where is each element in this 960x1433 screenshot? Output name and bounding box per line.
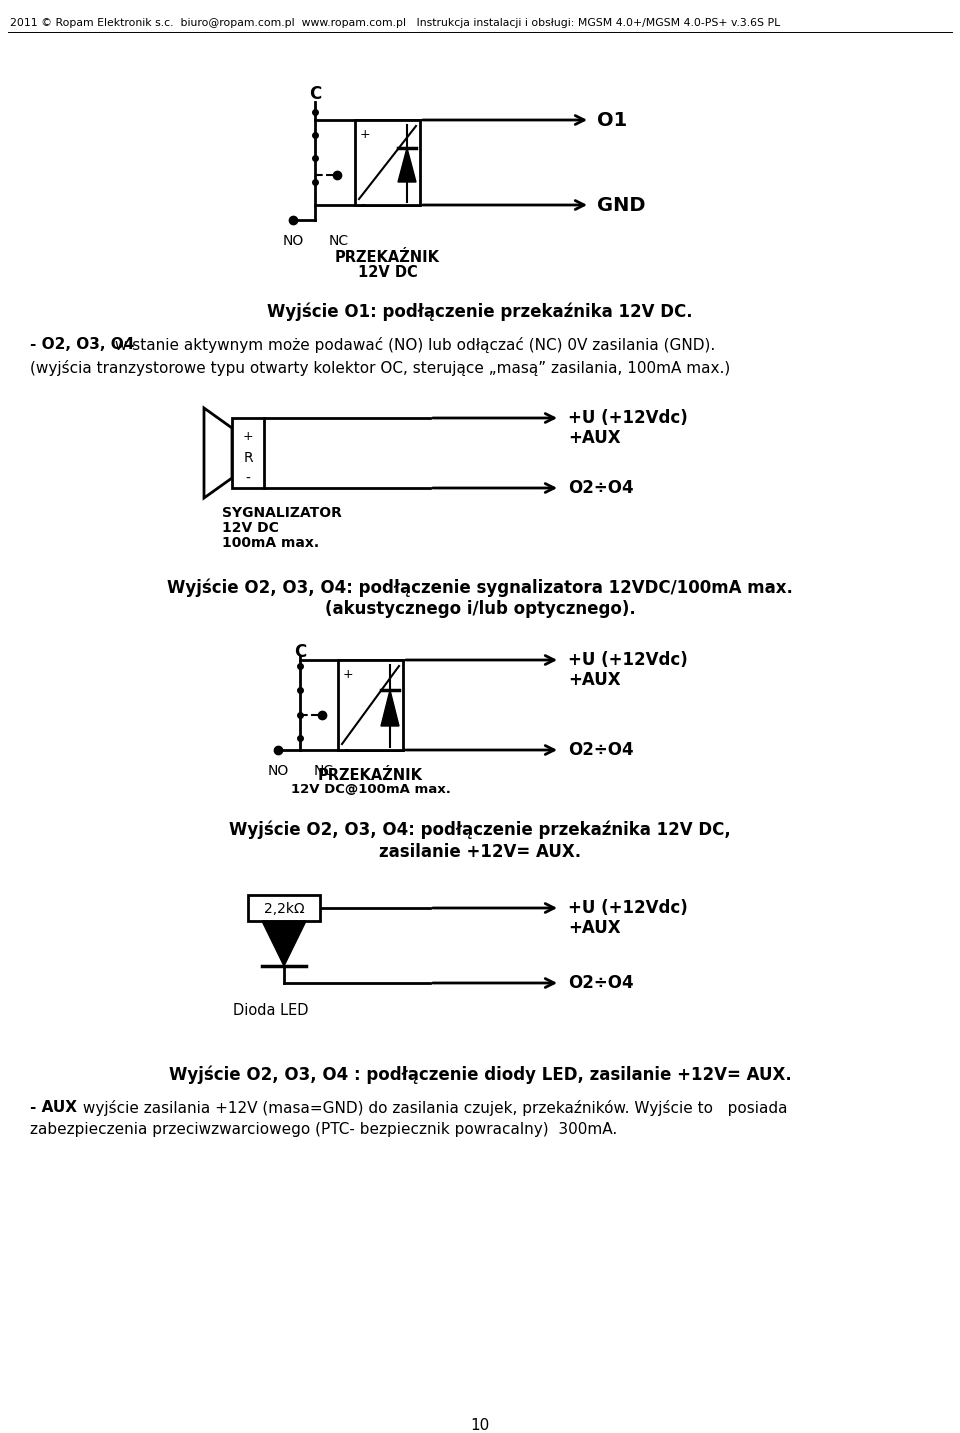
Text: 100mA max.: 100mA max. <box>222 536 319 550</box>
Text: Wyjście O2, O3, O4 : podłączenie diody LED, zasilanie +12V= AUX.: Wyjście O2, O3, O4 : podłączenie diody L… <box>169 1065 791 1083</box>
Text: O2÷O4: O2÷O4 <box>568 479 634 497</box>
Text: - O2, O3, O4: - O2, O3, O4 <box>30 337 134 353</box>
Text: -: - <box>343 744 348 758</box>
Text: 2011 © Ropam Elektronik s.c.  biuro@ropam.com.pl  www.ropam.com.pl   Instrukcja : 2011 © Ropam Elektronik s.c. biuro@ropam… <box>10 19 780 29</box>
Text: PRZEKAŹNIK: PRZEKAŹNIK <box>318 768 423 782</box>
Text: NC: NC <box>329 234 349 248</box>
Text: GND: GND <box>597 195 645 215</box>
Text: 12V DC: 12V DC <box>358 265 418 279</box>
Text: Wyjście O2, O3, O4: podłączenie sygnalizatora 12VDC/100mA max.: Wyjście O2, O3, O4: podłączenie sygnaliz… <box>167 577 793 596</box>
Text: wyjście zasilania +12V (masa=GND) do zasilania czujek, przekaźników. Wyjście to : wyjście zasilania +12V (masa=GND) do zas… <box>78 1101 787 1116</box>
Text: O2÷O4: O2÷O4 <box>568 974 634 992</box>
Text: +AUX: +AUX <box>568 919 620 937</box>
Text: +AUX: +AUX <box>568 671 620 689</box>
Text: C: C <box>309 85 322 103</box>
Text: zasilanie +12V= AUX.: zasilanie +12V= AUX. <box>379 843 581 861</box>
Polygon shape <box>381 691 399 727</box>
Text: Wyjście O1: podłączenie przekaźnika 12V DC.: Wyjście O1: podłączenie przekaźnika 12V … <box>267 302 693 321</box>
Text: Dioda LED: Dioda LED <box>233 1003 308 1017</box>
Text: +U (+12Vdc): +U (+12Vdc) <box>568 898 687 917</box>
Text: - AUX: - AUX <box>30 1101 77 1115</box>
Text: +: + <box>343 668 353 681</box>
Text: C: C <box>294 643 306 661</box>
Text: zabezpieczenia przeciwzwarciowego (PTC- bezpiecznik powracalny)  300mA.: zabezpieczenia przeciwzwarciowego (PTC- … <box>30 1122 617 1136</box>
Text: (wyjścia tranzystorowe typu otwarty kolektor OC, sterujące „masą” zasilania, 100: (wyjścia tranzystorowe typu otwarty kole… <box>30 360 731 375</box>
Text: 12V DC@100mA max.: 12V DC@100mA max. <box>291 782 450 795</box>
Text: +U (+12Vdc): +U (+12Vdc) <box>568 651 687 669</box>
Polygon shape <box>398 148 416 182</box>
Text: Wyjście O2, O3, O4: podłączenie przekaźnika 12V DC,: Wyjście O2, O3, O4: podłączenie przekaźn… <box>229 820 731 838</box>
Bar <box>355 120 420 205</box>
Text: NO: NO <box>282 234 303 248</box>
Text: SYGNALIZATOR: SYGNALIZATOR <box>222 506 342 520</box>
Bar <box>232 418 264 489</box>
Text: NC: NC <box>314 764 334 778</box>
Text: +: + <box>243 430 253 443</box>
Polygon shape <box>204 408 232 499</box>
Text: 12V DC: 12V DC <box>222 522 278 535</box>
Text: -: - <box>246 471 251 486</box>
Text: 2,2kΩ: 2,2kΩ <box>264 901 304 916</box>
Text: O1: O1 <box>597 110 627 129</box>
Text: +U (+12Vdc): +U (+12Vdc) <box>568 408 687 427</box>
Text: O2÷O4: O2÷O4 <box>568 741 634 759</box>
Bar <box>338 661 403 749</box>
Text: +: + <box>360 128 371 140</box>
Text: R: R <box>243 451 252 464</box>
Text: 10: 10 <box>470 1419 490 1433</box>
Text: PRZEKAŹNIK: PRZEKAŹNIK <box>335 249 440 265</box>
Bar <box>248 896 320 921</box>
Text: -: - <box>360 199 365 214</box>
Text: +AUX: +AUX <box>568 428 620 447</box>
Text: (akustycznego i/lub optycznego).: (akustycznego i/lub optycznego). <box>324 600 636 618</box>
Text: NO: NO <box>268 764 289 778</box>
Text: w stanie aktywnym może podawać (NO) lub odłączać (NC) 0V zasilania (GND).: w stanie aktywnym może podawać (NO) lub … <box>110 337 715 353</box>
Polygon shape <box>262 921 306 966</box>
